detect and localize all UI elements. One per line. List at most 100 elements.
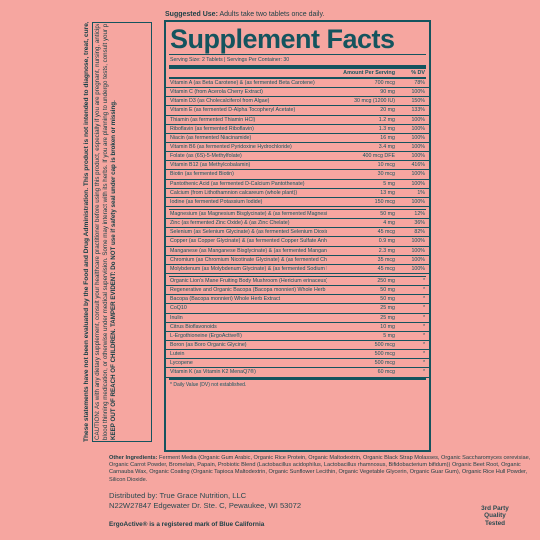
ingredient-name: Lycopene — [170, 360, 193, 367]
facts-row: Molybdenum (as Molybdenum Glycinate) & (… — [166, 265, 429, 274]
facts-row: Folate (as (6S)-5-Methylfolate) 400 mcg D… — [166, 152, 429, 162]
suggested-use-label: Suggested Use: — [165, 11, 218, 18]
divider — [169, 54, 426, 55]
ingredient-amount: 10 mg — [380, 323, 395, 330]
tested-line-1: 3rd Party — [481, 505, 509, 512]
facts-row: Vitamin B6 (as fermented Pyridoxine Hydr… — [166, 143, 429, 153]
ingredient-amount: 50 mg — [380, 210, 395, 217]
ingredient-name: Pantothenic Acid (as fermented D-Calcium… — [170, 180, 305, 187]
ingredient-name: Riboflavin (as fermented Riboflavin) — [170, 125, 254, 132]
facts-row: Chromium (as Chromium Nicotinate Glycina… — [166, 256, 429, 265]
ingredient-name: Copper (as Copper Glycinate) & (as ferme… — [170, 238, 327, 245]
dv-note: * Daily Value (DV) not established. — [170, 381, 247, 388]
suggested-use-text: Adults take two tablets once daily. — [219, 11, 325, 18]
ingredient-dv: 100% — [411, 256, 425, 263]
ingredient-name: Vitamin E (as fermented D-Alpha Tocopher… — [170, 107, 296, 114]
ingredient-amount: 500 mcg — [374, 341, 395, 348]
other-ingredients-list: Organic Lion's Mane Fruiting Body Mushro… — [166, 277, 429, 378]
ingredient-amount: 13 mg — [380, 189, 395, 196]
ingredient-name: Molybdenum (as Molybdenum Glycinate) & (… — [170, 265, 327, 272]
ingredient-dv: 100% — [411, 153, 425, 160]
caution-line-2: blood thinning medication, or otherwise … — [102, 24, 109, 440]
ingredient-amount: 5 mg — [383, 180, 395, 187]
ingredient-dv: 150% — [411, 98, 425, 105]
ingredient-dv: * — [422, 332, 425, 339]
ingredient-name: Vitamin B12 (as Methylcobalamin) — [170, 162, 251, 169]
ingredient-dv: 100% — [411, 134, 425, 141]
ingredient-name: Zinc (as fermented Zinc Oxide) & (as Zin… — [170, 220, 290, 227]
ingredient-name: Bacopa (Bacopa monnieri) Whole Herb Extr… — [170, 296, 281, 303]
facts-row: Riboflavin (as fermented Riboflavin) 1.3 … — [166, 125, 429, 134]
facts-row: Selenium (as Selenium Glycinate) & (as f… — [166, 228, 429, 238]
ingredient-name: Thiamin (as fermented Thiamin HCl) — [170, 116, 256, 123]
facts-row: Vitamin A (as Beta Carotene) & (as ferme… — [166, 79, 429, 89]
dv-header: % DV — [411, 70, 425, 76]
ingredient-amount: 25 mg — [380, 305, 395, 312]
keep-out-text: KEEP OUT OF REACH OF CHILDREN. TAMPER EV… — [110, 100, 117, 440]
ingredient-dv: 100% — [411, 89, 425, 96]
facts-row: Lutein 500 mcg * — [166, 350, 429, 360]
ingredient-dv: 100% — [411, 180, 425, 187]
facts-row: Regenerative and Organic Bacopa (Bacopa … — [166, 286, 429, 296]
ingredient-dv: 82% — [414, 229, 425, 236]
ingredient-amount: 400 mcg DFE — [362, 153, 395, 160]
distributor-line-1: Distributed by: True Grace Nutrition, LL… — [109, 491, 247, 500]
facts-row: CoQ10 25 mg * — [166, 304, 429, 314]
ingredient-dv: * — [422, 277, 425, 284]
ingredient-dv: 1% — [417, 189, 425, 196]
warning-column: CAUTION: As with any dietary supplement,… — [92, 22, 156, 442]
ingredient-name: Manganese (as Manganese Bisglycinate) & … — [170, 247, 327, 254]
distributor: Distributed by: True Grace Nutrition, LL… — [109, 491, 301, 511]
ingredient-amount: 500 mcg — [374, 351, 395, 358]
ingredient-amount: 20 mg — [380, 107, 395, 114]
ingredient-name: Vitamin A (as Beta Carotene) & (as ferme… — [170, 80, 315, 86]
ingredient-amount: 30 mcg — [377, 171, 395, 178]
ingredient-name: Magnesium (as Magnesium Bisglycinate) & … — [170, 210, 327, 217]
ingredient-name: Vitamin B6 (as fermented Pyridoxine Hydr… — [170, 143, 292, 150]
ingredient-dv: * — [422, 323, 425, 330]
supplement-facts-panel: Supplement Facts Serving Size: 2 Tablets… — [164, 20, 431, 452]
ingredient-dv: 100% — [411, 125, 425, 132]
ingredient-name: Lutein — [170, 351, 185, 358]
divider — [169, 207, 426, 210]
ingredient-name: Niacin (as fermented Niacinamide) — [170, 134, 252, 141]
ingredient-dv: 133% — [411, 107, 425, 114]
ingredient-dv: 100% — [411, 171, 425, 178]
ingredient-name: Organic Lion's Mane Fruiting Body Mushro… — [170, 277, 327, 284]
facts-row: Pantothenic Acid (as fermented D-Calcium… — [166, 180, 429, 189]
ingredient-dv: * — [422, 360, 425, 367]
trademark-note: ErgoActive® is a registered mark of Blue… — [109, 521, 265, 528]
ingredient-amount: 90 mg — [380, 89, 395, 96]
facts-row: Vitamin B12 (as Methylcobalamin) 10 mcg 41… — [166, 161, 429, 171]
third-party-tested-badge: 3rd Party Quality Tested — [464, 505, 526, 527]
vitamins-list: Vitamin A (as Beta Carotene) & (as ferme… — [166, 79, 429, 207]
caution-line-1: CAUTION: As with any dietary supplement,… — [94, 24, 101, 440]
caution-text: CAUTION: As with any dietary supplement,… — [94, 24, 150, 440]
ingredient-amount: 25 mg — [380, 314, 395, 321]
ingredient-amount: 250 mg — [377, 277, 395, 284]
ingredient-dv: 100% — [411, 198, 425, 205]
ingredient-name: Vitamin K (as Vitamin K2 MenaQ7®) — [170, 369, 256, 376]
facts-row: Lycopene 500 mcg * — [166, 359, 429, 369]
ingredient-amount: 50 mg — [380, 296, 395, 303]
ingredient-name: Boron (as Boro Organic Glycine) — [170, 341, 247, 348]
ingredient-name: Folate (as (6S)-5-Methylfolate) — [170, 153, 242, 160]
ingredient-amount: 2.3 mg — [378, 247, 395, 254]
ingredient-name: Vitamin D3 (as Cholecalciferol from Alga… — [170, 98, 270, 105]
facts-row: Vitamin C (from Acerola Cherry Extract) 9… — [166, 88, 429, 98]
facts-row: Vitamin E (as fermented D-Alpha Tocopher… — [166, 106, 429, 116]
fda-disclaimer: These statements have not been evaluated… — [83, 22, 90, 442]
ingredient-dv: * — [422, 369, 425, 376]
ingredient-name: Calcium (from Lithothamnion calcareum (w… — [170, 189, 298, 196]
warning-box — [92, 22, 152, 442]
ingredient-name: Iodine (as fermented Potassium Iodide) — [170, 198, 263, 205]
ingredient-dv: * — [422, 287, 425, 294]
ingredient-name: Inulin — [170, 314, 183, 321]
facts-row: Manganese (as Manganese Bisglycinate) & … — [166, 247, 429, 256]
facts-row: Vitamin K (as Vitamin K2 MenaQ7®) 60 mcg * — [166, 368, 429, 378]
ingredient-amount: 4 mg — [383, 220, 395, 227]
ingredient-dv: 78% — [414, 80, 425, 86]
suggested-use: Suggested Use: Adults take two tablets o… — [165, 11, 324, 18]
ingredient-amount: 35 mcg — [377, 256, 395, 263]
